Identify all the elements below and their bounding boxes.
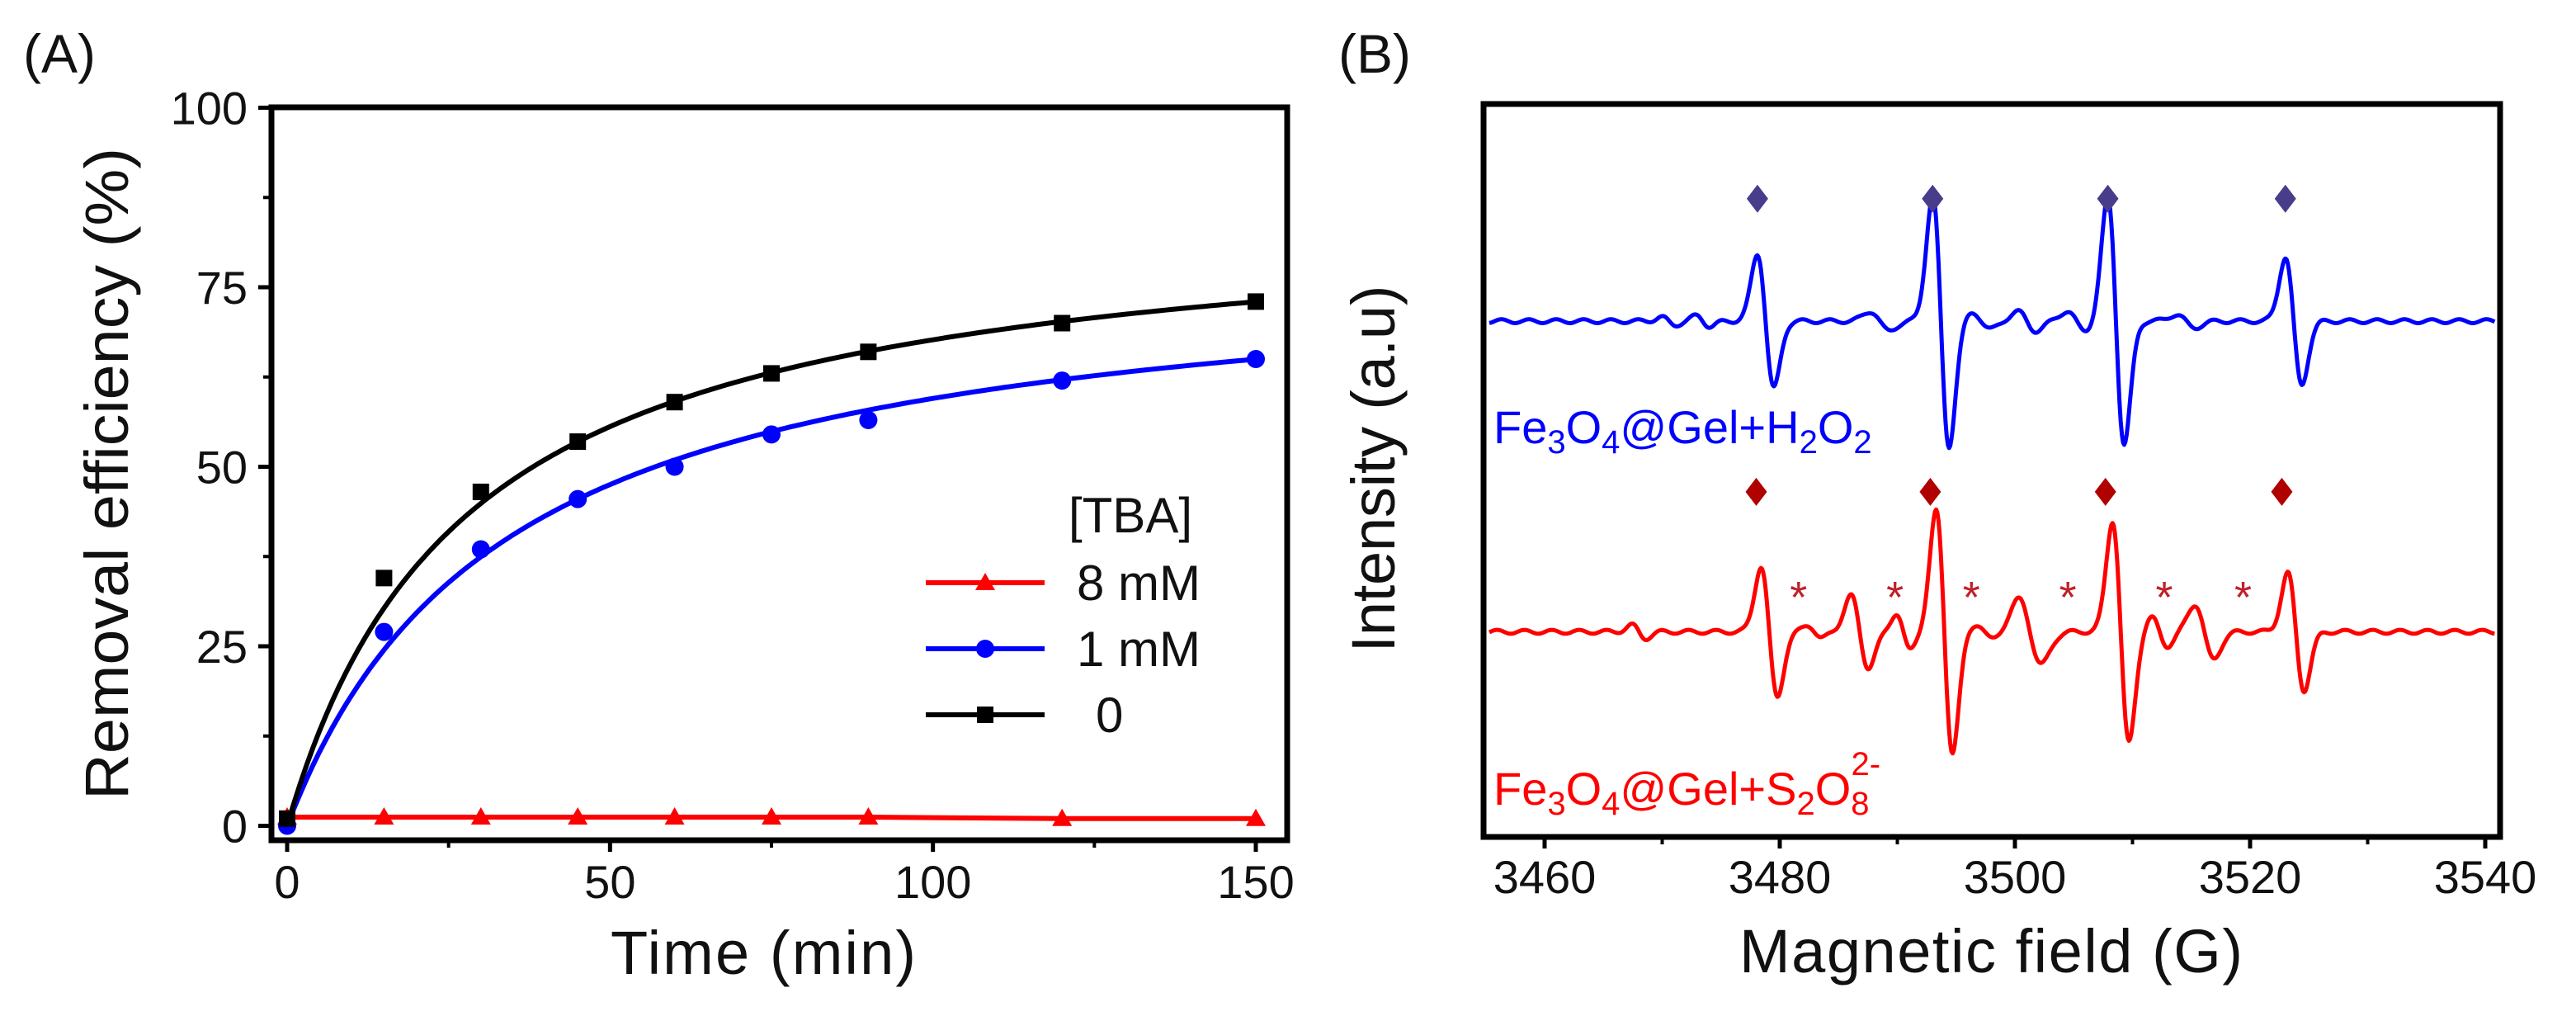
y-tick-label: 25: [196, 621, 248, 673]
panel-a-ticks: 0 50 100 150 0 25 50 75 100: [171, 83, 1295, 909]
data-point-circle: [976, 640, 994, 658]
data-point-triangle: [858, 807, 879, 825]
data-point-square: [977, 707, 993, 723]
x-tick-label: 3480: [1729, 851, 1832, 903]
diamond-marker: [2094, 477, 2116, 506]
data-point-circle: [859, 410, 878, 429]
data-point-triangle: [1246, 808, 1266, 826]
panel-a: (A) 0 50 100 150 0 25 50 75 100 Time (min) Remov…: [23, 23, 1295, 987]
asterisk-marker: *: [2059, 573, 2077, 622]
x-tick-label: 3500: [1964, 851, 2067, 903]
label-text: Fe: [1493, 763, 1547, 815]
legend-label: 1 mM: [1077, 622, 1201, 677]
data-point-square: [279, 810, 295, 827]
subscript: 8: [1851, 786, 1869, 822]
panel-b-label: (B): [1338, 23, 1411, 84]
asterisk-marker: *: [1886, 573, 1904, 622]
data-point-triangle: [664, 807, 685, 825]
diamond-marker: [1745, 477, 1767, 506]
label-text: @Gel+H: [1620, 401, 1799, 453]
x-tick-label: 3460: [1493, 851, 1597, 903]
x-tick-label: 100: [894, 856, 971, 908]
x-tick-label: 0: [274, 856, 300, 908]
legend-label: 8 mM: [1077, 555, 1201, 611]
panel-b-ticks: 3460 3480 3500 3520 3540: [1493, 837, 2537, 903]
legend-title: [TBA]: [1069, 488, 1192, 543]
diamond-marker: [2097, 184, 2119, 213]
legend-label: 0: [1096, 688, 1123, 743]
label-text: @Gel+S: [1620, 763, 1796, 815]
asterisk-marker: *: [2234, 573, 2252, 622]
diamond-marker: [1919, 477, 1941, 506]
data-point-triangle: [975, 573, 995, 590]
superscript: 2-: [1852, 746, 1881, 782]
diamond-marker: [2271, 477, 2293, 506]
data-point-circle: [665, 457, 684, 476]
data-point-square: [860, 343, 877, 361]
data-point-triangle: [374, 807, 394, 825]
spectrum-persulfate: [1488, 507, 2496, 756]
y-tick-label: 0: [222, 801, 248, 853]
panel-a-frame: [268, 104, 1290, 844]
label-text: O: [1566, 763, 1602, 815]
data-point-circle: [569, 489, 587, 508]
data-point-square: [1054, 314, 1071, 332]
data-point-square: [375, 570, 393, 587]
panel-a-x-axis-title: Time (min): [611, 919, 916, 987]
subscript: 4: [1602, 786, 1620, 822]
spectrum-peroxide: [1489, 193, 2496, 451]
panel-b-y-axis-title: Intensity (a.u): [1339, 286, 1408, 653]
panel-b-x-axis-title: Magnetic field (G): [1739, 917, 2243, 986]
data-point-square: [472, 483, 489, 500]
diamond-marker: [2274, 184, 2296, 213]
x-tick-label: 150: [1217, 856, 1294, 908]
label-text: O: [1818, 401, 1854, 453]
asterisk-marker: *: [1963, 573, 1980, 622]
subscript: 3: [1547, 786, 1565, 822]
data-point-square: [1248, 293, 1264, 310]
subscript: 2: [1853, 424, 1871, 461]
data-point-triangle: [1052, 808, 1073, 826]
asterisk-marker: *: [1790, 573, 1807, 622]
label-text: Fe: [1493, 401, 1547, 453]
data-point-circle: [1247, 350, 1265, 368]
panel-a-y-axis-title: Removal efficiency (%): [73, 148, 141, 800]
panel-a-legend: [TBA] 8 mM 1 mM 0: [926, 488, 1201, 743]
data-point-square: [569, 433, 587, 451]
data-point-square: [666, 394, 683, 411]
y-tick-label: 100: [171, 83, 248, 135]
subscript: 2: [1796, 786, 1814, 822]
x-tick-label: 3540: [2434, 851, 2537, 903]
x-tick-label: 3520: [2199, 851, 2302, 903]
panel-a-label: (A): [23, 23, 96, 84]
data-point-triangle: [762, 807, 781, 825]
panel-b-peak-markers: * * * * * *: [1745, 184, 2296, 622]
panel-b-frame: [1480, 101, 2503, 840]
panel-b-spectra: [1488, 193, 2496, 756]
diamond-marker: [1746, 184, 1768, 213]
data-point-circle: [471, 540, 490, 559]
subscript: 4: [1602, 424, 1620, 461]
data-point-square: [763, 365, 780, 382]
asterisk-marker: *: [2155, 573, 2173, 622]
diamond-marker: [1922, 184, 1944, 213]
series-label: Fe3​O4​@Gel+H2​O2​: [1493, 401, 1872, 461]
panel-b: (B) 3460 3480 3500 3520 3540 * * * * * * Fe3​O4​@…: [1338, 23, 2536, 986]
y-tick-label: 75: [196, 262, 248, 314]
label-text: O: [1815, 763, 1852, 815]
label-text: O: [1566, 401, 1602, 453]
y-tick-label: 50: [196, 442, 248, 494]
panel-a-data-points: [277, 293, 1266, 835]
data-point-circle: [1053, 371, 1072, 390]
series-label: Fe3​O4​@Gel+S2​O8​2-​: [1493, 746, 1880, 822]
panel-b-series-labels: Fe3​O4​@Gel+H2​O2​ Fe3​O4​@Gel+S2​O8​2-​: [1493, 401, 1880, 822]
data-point-circle: [762, 425, 781, 444]
data-point-triangle: [568, 807, 588, 825]
subscript: 2: [1800, 424, 1818, 461]
x-tick-label: 50: [584, 856, 635, 908]
subscript: 3: [1547, 424, 1565, 461]
data-point-circle: [375, 622, 394, 641]
data-point-triangle: [470, 807, 491, 825]
